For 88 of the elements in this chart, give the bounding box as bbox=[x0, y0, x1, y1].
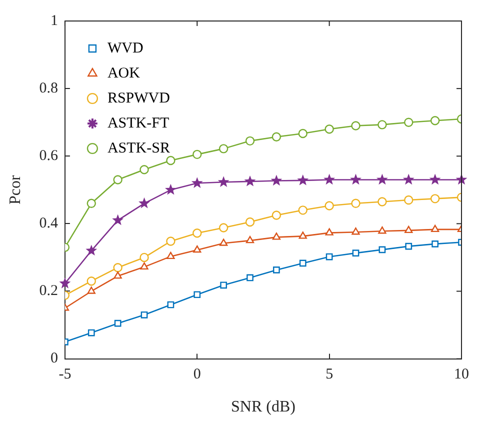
point bbox=[378, 226, 386, 234]
point bbox=[140, 252, 149, 262]
point bbox=[192, 150, 202, 160]
point bbox=[352, 228, 360, 235]
y-tick-label: 0.4 bbox=[39, 216, 58, 232]
point bbox=[88, 329, 95, 336]
point bbox=[114, 320, 122, 327]
legend-label: AOK bbox=[107, 65, 140, 82]
legend-label: WVD bbox=[107, 40, 144, 56]
point bbox=[376, 174, 388, 185]
point bbox=[164, 184, 176, 195]
point bbox=[138, 197, 150, 208]
point bbox=[405, 242, 412, 250]
point bbox=[114, 271, 122, 279]
point bbox=[351, 121, 360, 130]
y-tick-label: 0.2 bbox=[39, 283, 58, 300]
x-tick-label: 10 bbox=[454, 366, 469, 383]
point bbox=[246, 236, 254, 244]
point bbox=[324, 201, 334, 210]
point bbox=[324, 174, 336, 185]
y-tick-label: 0.8 bbox=[39, 80, 58, 96]
y-tick-label: 1 bbox=[50, 12, 58, 29]
point bbox=[404, 195, 414, 205]
point bbox=[378, 197, 387, 206]
point bbox=[193, 245, 202, 253]
point bbox=[166, 156, 176, 166]
point bbox=[404, 118, 414, 127]
point bbox=[272, 210, 282, 220]
point bbox=[272, 232, 281, 240]
x-tick-label: 5 bbox=[326, 366, 334, 383]
point bbox=[432, 240, 438, 248]
point bbox=[140, 262, 148, 270]
y-tick-label: 0 bbox=[50, 350, 58, 367]
y-tick-label: 0.6 bbox=[39, 148, 58, 164]
point bbox=[86, 244, 98, 256]
x-tick-label: -5 bbox=[58, 366, 72, 383]
point bbox=[298, 232, 307, 239]
point bbox=[140, 311, 148, 318]
point bbox=[194, 291, 201, 298]
point bbox=[113, 175, 122, 184]
point bbox=[350, 174, 362, 185]
point bbox=[402, 174, 414, 185]
point bbox=[244, 175, 256, 186]
y-axis-title: Pcor bbox=[6, 174, 24, 205]
point bbox=[352, 250, 360, 256]
point bbox=[325, 228, 334, 236]
point bbox=[218, 144, 228, 154]
point bbox=[324, 124, 334, 134]
point bbox=[218, 223, 228, 232]
point bbox=[270, 174, 282, 186]
point bbox=[166, 236, 176, 246]
point bbox=[191, 177, 203, 188]
point bbox=[298, 128, 308, 138]
point bbox=[430, 194, 440, 204]
point bbox=[378, 120, 387, 130]
point bbox=[59, 277, 71, 288]
point bbox=[326, 253, 333, 260]
point bbox=[167, 301, 174, 308]
point bbox=[245, 136, 255, 146]
point bbox=[220, 282, 227, 289]
point bbox=[431, 224, 440, 232]
point bbox=[246, 274, 254, 282]
point bbox=[245, 217, 255, 227]
point bbox=[404, 226, 413, 234]
point bbox=[220, 238, 228, 246]
point bbox=[166, 252, 175, 260]
point bbox=[140, 165, 149, 174]
point bbox=[86, 276, 96, 286]
point bbox=[378, 246, 386, 254]
point bbox=[218, 176, 230, 187]
x-axis-title: SNR (dB) bbox=[231, 398, 296, 416]
point bbox=[429, 174, 441, 185]
point bbox=[430, 116, 440, 126]
point bbox=[113, 262, 122, 272]
point bbox=[86, 198, 96, 208]
point bbox=[272, 132, 282, 142]
x-tick-label: 0 bbox=[193, 366, 201, 383]
point bbox=[192, 228, 202, 238]
legend-label: ASTK-FT bbox=[107, 115, 170, 132]
point bbox=[273, 266, 280, 274]
point bbox=[112, 214, 124, 226]
point bbox=[299, 260, 306, 267]
point bbox=[297, 174, 309, 186]
point bbox=[87, 286, 96, 294]
point bbox=[351, 198, 360, 208]
legend-label: ASTK-SR bbox=[107, 140, 170, 156]
legend-label: RSPWVD bbox=[107, 90, 170, 106]
point bbox=[298, 206, 308, 215]
